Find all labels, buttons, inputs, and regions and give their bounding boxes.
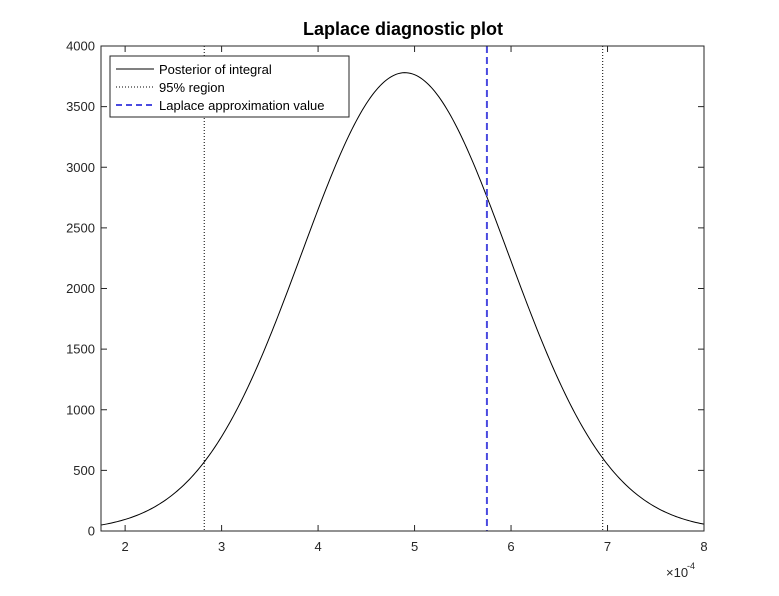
legend-label-laplace: Laplace approximation value (159, 98, 325, 113)
x-tick-label: 5 (411, 539, 418, 554)
series-layer (100, 46, 705, 531)
y-tick-label: 1000 (66, 402, 95, 417)
x-tick-label: 8 (700, 539, 707, 554)
y-tick-label: 500 (73, 463, 95, 478)
y-tick-label: 3000 (66, 160, 95, 175)
y-tick-label: 4000 (66, 39, 95, 54)
y-tick-label: 2500 (66, 220, 95, 235)
posterior-curve (100, 72, 705, 526)
legend-label-95-region: 95% region (159, 80, 225, 95)
x-tick-label: 4 (314, 539, 321, 554)
y-tick-label: 0 (88, 524, 95, 539)
x-tick-label: 3 (218, 539, 225, 554)
x-multiplier-exponent: -4 (687, 561, 695, 571)
y-tick-label: 3500 (66, 99, 95, 114)
legend-label-posterior: Posterior of integral (159, 62, 272, 77)
y-tick-label: 2000 (66, 281, 95, 296)
x-tick-label: 7 (604, 539, 611, 554)
ticks-layer: 2 3 4 5 6 7 8 0 500 1000 1500 2000 2500 3000 3500 4000 (66, 39, 708, 555)
legend: Posterior of integral 95% region Laplace… (109, 55, 350, 118)
x-tick-label: 6 (507, 539, 514, 554)
axes-background (101, 46, 704, 531)
chart-title: Laplace diagnostic plot (303, 19, 503, 39)
y-tick-label: 1500 (66, 342, 95, 357)
x-tick-label: 2 (122, 539, 129, 554)
x-multiplier-label: ×10 (666, 565, 688, 580)
